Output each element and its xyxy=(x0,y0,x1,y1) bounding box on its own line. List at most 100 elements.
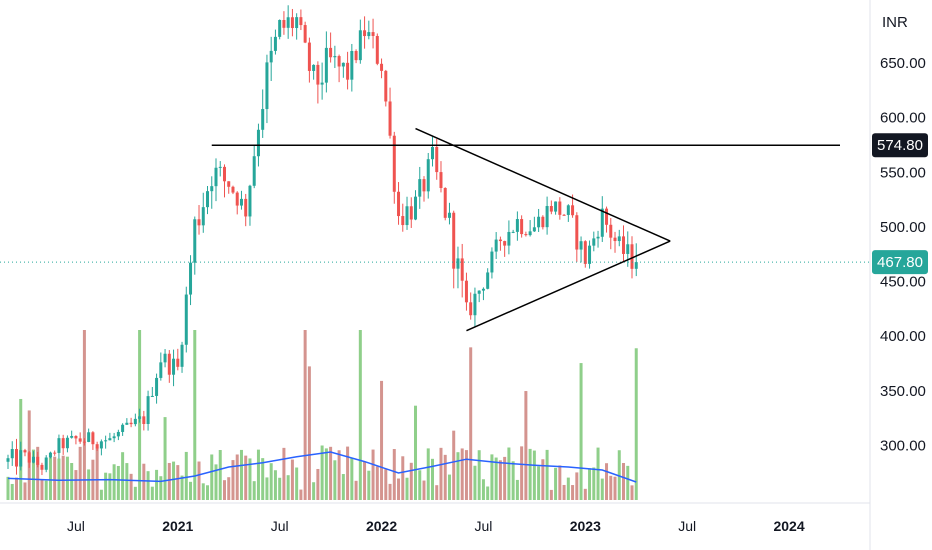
volume-bar xyxy=(14,477,18,500)
volume-bar xyxy=(473,465,477,500)
volume-bar xyxy=(494,457,498,500)
volume-bar xyxy=(341,474,345,500)
candle-body xyxy=(193,219,197,263)
candle-body xyxy=(558,201,562,215)
triangle-upper-trendline[interactable] xyxy=(415,127,671,242)
candle-body xyxy=(583,241,587,264)
volume-bar xyxy=(464,450,468,500)
volume-bar xyxy=(146,471,150,500)
last-price-label: 467.80 xyxy=(877,254,923,271)
candle-body xyxy=(367,32,371,37)
candle-body xyxy=(498,239,502,242)
volume-bar xyxy=(583,488,587,500)
volume-bar xyxy=(184,451,188,500)
candle-body xyxy=(613,237,617,242)
volume-bar xyxy=(350,458,354,500)
volume-bar xyxy=(172,461,176,500)
volume-bar xyxy=(346,446,350,500)
candle-body xyxy=(414,196,418,220)
candle-body xyxy=(507,231,511,246)
candle-body xyxy=(14,449,18,467)
candle-body xyxy=(239,198,243,206)
resistance-price-tag: 574.80 xyxy=(872,133,928,158)
candle-body xyxy=(155,377,159,396)
volume-bar xyxy=(528,448,532,500)
candle-body xyxy=(19,450,23,467)
candle-body xyxy=(409,206,413,220)
volume-bar xyxy=(380,380,384,500)
candle-body xyxy=(133,418,137,425)
volume-bar xyxy=(95,447,99,500)
candle-body xyxy=(605,208,609,225)
volume-bar xyxy=(329,446,333,500)
candle-body xyxy=(265,62,269,110)
candle-body xyxy=(481,288,485,291)
volume-bar xyxy=(108,473,112,500)
volume-bar xyxy=(65,456,69,500)
volume-bar xyxy=(532,450,536,500)
candle-body xyxy=(125,422,129,425)
candle-body xyxy=(634,262,638,269)
volume-bar xyxy=(40,479,44,500)
volume-bar xyxy=(498,460,502,500)
candle-body xyxy=(350,51,354,80)
volume-bar xyxy=(596,447,600,500)
candle-body xyxy=(486,272,490,289)
candle-body xyxy=(87,432,91,442)
volume-bar xyxy=(129,473,133,500)
volume-bar xyxy=(384,469,388,500)
volume-bar xyxy=(409,462,413,500)
volume-bar xyxy=(189,481,193,500)
candle-body xyxy=(554,201,558,212)
candle-body xyxy=(375,35,379,64)
volume-bar xyxy=(443,454,447,500)
triangle-lower-trendline[interactable] xyxy=(466,240,671,332)
candle-body xyxy=(40,464,44,470)
volume-bar xyxy=(269,463,273,500)
candle-body xyxy=(562,214,566,216)
volume-bar xyxy=(486,486,490,500)
y-tick-label: 650.00 xyxy=(880,55,926,72)
volume-bar xyxy=(418,470,422,500)
volume-bar xyxy=(520,446,524,500)
candle-body xyxy=(65,437,69,449)
candle-body xyxy=(494,239,498,252)
candle-body xyxy=(82,441,86,443)
candle-body xyxy=(515,219,519,232)
volume-bar xyxy=(61,455,65,500)
candle-body xyxy=(286,17,290,28)
volume-bar xyxy=(214,464,218,500)
candle-body xyxy=(53,452,57,454)
candle-body xyxy=(371,32,375,36)
candle-body xyxy=(541,216,545,228)
candle-body xyxy=(172,358,176,375)
candle-body xyxy=(295,17,299,29)
last-price-tag: 467.80 xyxy=(872,250,928,275)
y-tick-label: 400.00 xyxy=(880,328,926,345)
volume-bar xyxy=(579,363,583,500)
volume-bar xyxy=(600,478,604,500)
candle-body xyxy=(121,424,125,432)
candle-body xyxy=(108,438,112,441)
volume-bar xyxy=(481,479,485,500)
candle-body xyxy=(439,172,443,188)
candle-body xyxy=(6,458,10,462)
volume-bar xyxy=(435,485,439,500)
volume-bar xyxy=(78,446,82,500)
volume-bar xyxy=(10,483,14,500)
volume-moving-average-line xyxy=(7,451,637,483)
volume-bar xyxy=(515,479,519,500)
x-tick-label: 2024 xyxy=(773,518,804,534)
volume-bar xyxy=(239,449,243,500)
volume-bar xyxy=(634,348,638,500)
volume-bar xyxy=(358,330,362,500)
y-axis: INR 650.00 600.00 550.00 500.00 450.00 400.00… xyxy=(880,14,926,454)
candle-body xyxy=(473,293,477,316)
candle-body xyxy=(27,452,31,463)
candle-body xyxy=(189,262,193,295)
candle-body xyxy=(235,192,239,206)
volume-bar xyxy=(490,454,494,500)
volume-bar xyxy=(333,460,337,500)
candle-body xyxy=(571,205,575,216)
